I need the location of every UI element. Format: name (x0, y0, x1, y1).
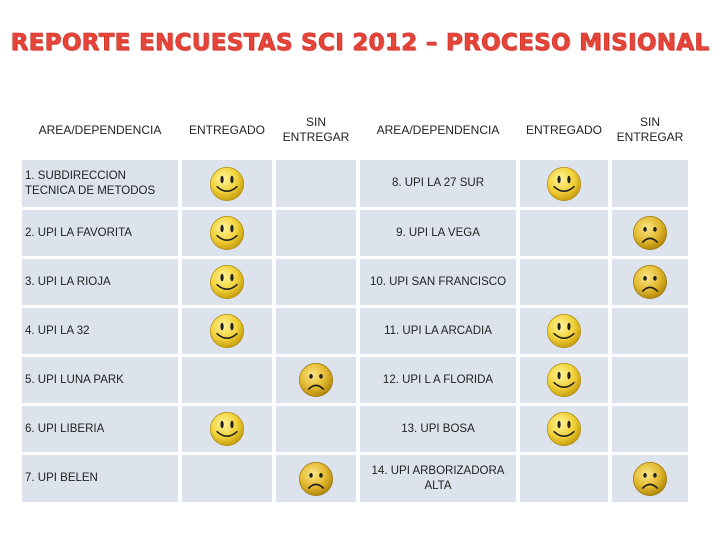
sad-face-icon (632, 461, 668, 497)
right-entregado-cell (520, 455, 608, 502)
right-entregado-cell (520, 259, 608, 305)
sad-face-icon (632, 264, 668, 300)
area-name-left: 5. UPI LUNA PARK (22, 357, 178, 403)
left-sin-entregar-cell (276, 259, 356, 305)
left-entregado-cell (182, 308, 272, 354)
happy-face-icon (209, 313, 245, 349)
right-entregado-cell (520, 406, 608, 452)
area-name-right: 13. UPI BOSA (360, 406, 516, 452)
happy-face-icon (546, 362, 582, 398)
right-entregado-cell (520, 160, 608, 207)
sad-face-icon (632, 215, 668, 251)
page-title: REPORTE ENCUESTAS SCI 2012 – PROCESO MIS… (10, 30, 710, 57)
left-entregado-cell (182, 160, 272, 207)
area-name-left: 7. UPI BELEN (22, 455, 178, 502)
right-sin-entregar-cell (612, 455, 688, 502)
right-sin-entregar-cell (612, 160, 688, 207)
header-area-right: AREA/DEPENDENCIA (360, 103, 516, 157)
left-entregado-cell (182, 357, 272, 403)
happy-face-icon (209, 264, 245, 300)
header-entregado-left: ENTREGADO (182, 103, 272, 157)
area-name-left: 2. UPI LA FAVORITA (22, 210, 178, 256)
happy-face-icon (209, 166, 245, 202)
area-name-right: 11. UPI LA ARCADIA (360, 308, 516, 354)
header-row: AREA/DEPENDENCIA ENTREGADO SIN ENTREGAR A… (22, 103, 688, 157)
left-entregado-cell (182, 406, 272, 452)
table-row: 7. UPI BELEN 14. UPI ARBORIZADORA ALTA (22, 455, 688, 502)
happy-face-icon (209, 411, 245, 447)
left-sin-entregar-cell (276, 406, 356, 452)
survey-report-table: AREA/DEPENDENCIA ENTREGADO SIN ENTREGAR A… (18, 100, 692, 505)
table-row: 3. UPI LA RIOJA 10. UPI SAN FRANCISCO (22, 259, 688, 305)
happy-face-icon (209, 215, 245, 251)
header-sin-entregar-left: SIN ENTREGAR (276, 103, 356, 157)
header-area-left: AREA/DEPENDENCIA (22, 103, 178, 157)
sad-face-icon (298, 362, 334, 398)
left-sin-entregar-cell (276, 210, 356, 256)
table-row: 4. UPI LA 32 11. UPI LA ARCADIA (22, 308, 688, 354)
area-name-left: 3. UPI LA RIOJA (22, 259, 178, 305)
right-entregado-cell (520, 308, 608, 354)
right-entregado-cell (520, 210, 608, 256)
area-name-left: 6. UPI LIBERIA (22, 406, 178, 452)
left-sin-entregar-cell (276, 357, 356, 403)
area-name-left: 4. UPI LA 32 (22, 308, 178, 354)
area-name-left: 1. SUBDIRECCION TECNICA DE METODOS (22, 160, 178, 207)
happy-face-icon (546, 411, 582, 447)
area-name-right: 10. UPI SAN FRANCISCO (360, 259, 516, 305)
left-sin-entregar-cell (276, 308, 356, 354)
table-row: 2. UPI LA FAVORITA 9. UPI LA VEGA (22, 210, 688, 256)
left-entregado-cell (182, 210, 272, 256)
left-sin-entregar-cell (276, 455, 356, 502)
area-name-right: 9. UPI LA VEGA (360, 210, 516, 256)
right-sin-entregar-cell (612, 406, 688, 452)
left-entregado-cell (182, 259, 272, 305)
sad-face-icon (298, 461, 334, 497)
area-name-right: 12. UPI L A FLORIDA (360, 357, 516, 403)
right-sin-entregar-cell (612, 210, 688, 256)
area-name-right: 8. UPI LA 27 SUR (360, 160, 516, 207)
table-row: 1. SUBDIRECCION TECNICA DE METODOS 8. UPI… (22, 160, 688, 207)
right-sin-entregar-cell (612, 357, 688, 403)
right-sin-entregar-cell (612, 308, 688, 354)
header-entregado-right: ENTREGADO (520, 103, 608, 157)
right-sin-entregar-cell (612, 259, 688, 305)
left-entregado-cell (182, 455, 272, 502)
table-row: 6. UPI LIBERIA 13. UPI BOSA (22, 406, 688, 452)
right-entregado-cell (520, 357, 608, 403)
area-name-right: 14. UPI ARBORIZADORA ALTA (360, 455, 516, 502)
happy-face-icon (546, 313, 582, 349)
table-row: 5. UPI LUNA PARK 12. UPI L A FLORIDA (22, 357, 688, 403)
left-sin-entregar-cell (276, 160, 356, 207)
header-sin-entregar-right: SIN ENTREGAR (612, 103, 688, 157)
happy-face-icon (546, 166, 582, 202)
